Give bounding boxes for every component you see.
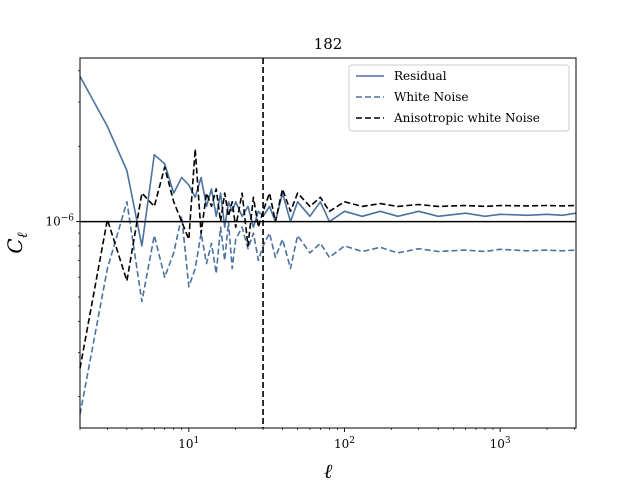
y-axis-label: Cℓ bbox=[3, 232, 31, 253]
legend-label-1: White Noise bbox=[394, 90, 468, 104]
y-axis: 10−6 bbox=[45, 70, 80, 398]
x-tick-label-0: 101 bbox=[178, 436, 199, 451]
x-tick-base: 10 bbox=[490, 437, 505, 451]
chart-title: 182 bbox=[314, 35, 343, 53]
x-tick-exp: 2 bbox=[349, 436, 355, 446]
series-line-0 bbox=[79, 76, 577, 247]
series-line-2 bbox=[79, 148, 577, 369]
plot-area bbox=[79, 76, 577, 415]
x-axis-label: ℓ bbox=[324, 459, 333, 480]
legend-label-2: Anisotropic white Noise bbox=[393, 111, 540, 125]
plot-frame bbox=[79, 57, 577, 429]
x-tick-exp: 3 bbox=[505, 436, 511, 446]
x-tick-base: 10 bbox=[178, 437, 193, 451]
y-tick-exp: −6 bbox=[61, 214, 75, 224]
x-tick-base: 10 bbox=[334, 437, 349, 451]
reference-lines bbox=[80, 58, 576, 428]
y-tick-label-0: 10−6 bbox=[45, 214, 74, 229]
series-line-1 bbox=[79, 201, 577, 415]
x-tick-exp: 1 bbox=[194, 436, 200, 446]
legend-label-0: Residual bbox=[394, 69, 447, 83]
x-tick-label-2: 103 bbox=[490, 436, 511, 451]
y-axis-label-group: Cℓ bbox=[3, 232, 31, 253]
y-tick-base: 10 bbox=[45, 215, 60, 229]
legend-box bbox=[348, 64, 570, 132]
x-axis: 101 102 103 bbox=[79, 428, 575, 451]
x-tick-label-1: 102 bbox=[334, 436, 355, 451]
legend: Residual White Noise Anisotropic white Noi… bbox=[348, 64, 570, 132]
y-axis-label-main: C bbox=[3, 238, 27, 253]
y-axis-label-sub: ℓ bbox=[15, 232, 31, 238]
